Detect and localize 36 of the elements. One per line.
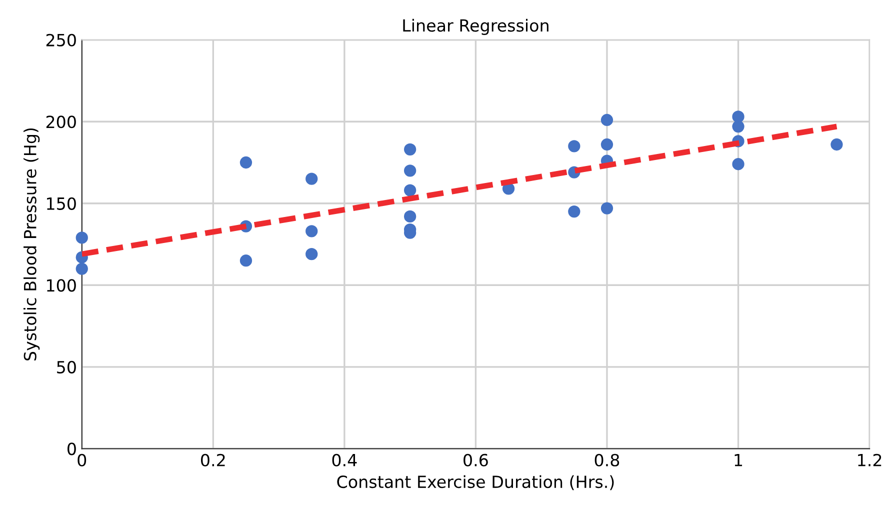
point: [76, 232, 88, 244]
point: [240, 156, 252, 169]
point: [240, 254, 252, 267]
y-tick-label: 200: [46, 116, 76, 128]
point: [600, 202, 614, 214]
point: [306, 172, 318, 185]
y-tick-label: 0: [68, 442, 76, 456]
point: [732, 120, 744, 133]
point: [830, 138, 843, 151]
x-axis-title: Constant Exercise Duration (Hrs.): [337, 475, 614, 490]
y-tick-label: 100: [47, 279, 76, 292]
x-tick-label: 1: [734, 454, 742, 466]
x-tick-label: 0: [78, 454, 86, 466]
x-tick-label: 1.2: [858, 454, 882, 466]
point: [732, 158, 744, 170]
point: [404, 164, 416, 177]
chart-title: Linear Regression: [403, 18, 548, 35]
y-tick-label: 50: [57, 360, 76, 374]
y-tick-label: 250: [46, 34, 76, 46]
point: [306, 225, 318, 238]
point: [404, 143, 416, 156]
y-tick-label: 150: [47, 197, 76, 210]
x-tick-label: 0.2: [201, 454, 225, 466]
point: [76, 262, 88, 275]
point: [732, 110, 744, 123]
x-tick-label: 0.6: [464, 454, 488, 466]
y-axis-title: Systolic Blood Pressure (Hg): [24, 128, 40, 360]
point: [404, 210, 416, 223]
point: [306, 248, 318, 260]
point: [568, 205, 580, 218]
point: [404, 184, 416, 196]
point: [600, 138, 614, 151]
x-tick-label: 0.8: [594, 454, 620, 466]
point: [568, 140, 580, 152]
x-tick-label: 0.4: [332, 454, 357, 466]
point: [600, 114, 614, 126]
